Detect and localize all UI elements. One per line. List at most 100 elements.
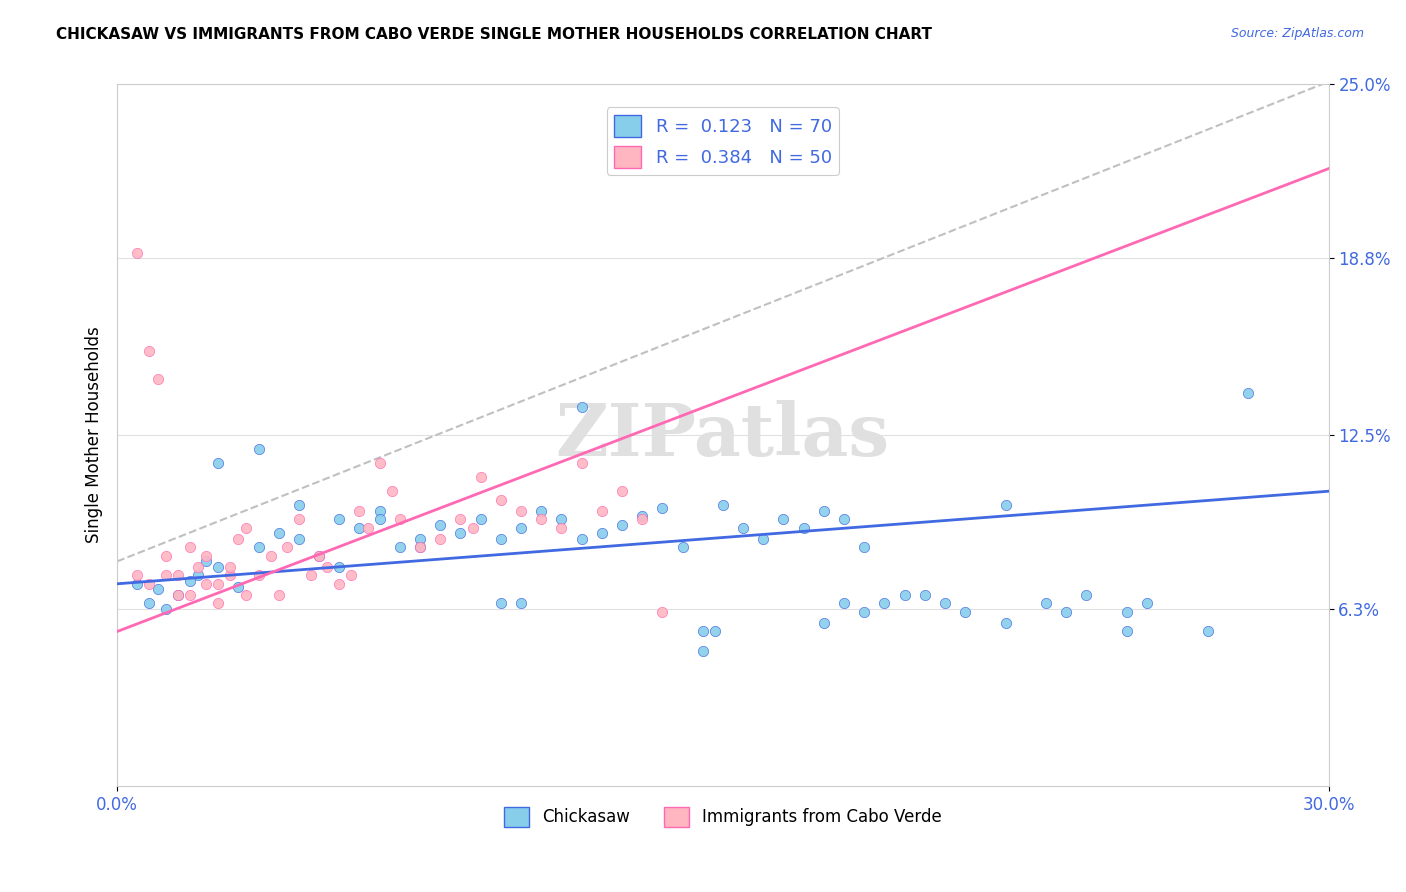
- Point: [155, 602, 177, 616]
- Point: [953, 605, 976, 619]
- Point: [166, 588, 188, 602]
- Point: [571, 456, 593, 470]
- Point: [703, 624, 725, 639]
- Point: [288, 532, 311, 546]
- Point: [772, 512, 794, 526]
- Point: [651, 501, 673, 516]
- Point: [610, 517, 633, 532]
- Point: [356, 521, 378, 535]
- Point: [832, 512, 855, 526]
- Point: [994, 616, 1017, 631]
- Point: [429, 532, 451, 546]
- Point: [179, 574, 201, 588]
- Text: Source: ZipAtlas.com: Source: ZipAtlas.com: [1230, 27, 1364, 40]
- Point: [470, 470, 492, 484]
- Point: [138, 343, 160, 358]
- Point: [571, 532, 593, 546]
- Point: [368, 456, 391, 470]
- Point: [934, 596, 956, 610]
- Point: [207, 456, 229, 470]
- Point: [793, 521, 815, 535]
- Point: [207, 560, 229, 574]
- Point: [631, 509, 654, 524]
- Point: [873, 596, 896, 610]
- Point: [1115, 605, 1137, 619]
- Point: [914, 588, 936, 602]
- Point: [247, 442, 270, 457]
- Point: [893, 588, 915, 602]
- Point: [591, 504, 613, 518]
- Point: [449, 526, 471, 541]
- Point: [187, 560, 209, 574]
- Point: [127, 568, 149, 582]
- Point: [489, 492, 512, 507]
- Point: [187, 568, 209, 582]
- Point: [235, 588, 257, 602]
- Point: [288, 512, 311, 526]
- Point: [127, 245, 149, 260]
- Point: [1076, 588, 1098, 602]
- Point: [671, 541, 693, 555]
- Point: [267, 526, 290, 541]
- Point: [228, 532, 250, 546]
- Point: [138, 576, 160, 591]
- Point: [166, 568, 188, 582]
- Point: [195, 554, 218, 568]
- Point: [127, 576, 149, 591]
- Point: [219, 568, 242, 582]
- Point: [510, 521, 533, 535]
- Point: [591, 526, 613, 541]
- Point: [853, 541, 876, 555]
- Point: [247, 541, 270, 555]
- Point: [610, 484, 633, 499]
- Point: [288, 498, 311, 512]
- Point: [340, 568, 363, 582]
- Point: [388, 541, 411, 555]
- Point: [550, 521, 572, 535]
- Point: [510, 596, 533, 610]
- Point: [328, 560, 350, 574]
- Point: [461, 521, 484, 535]
- Legend: Chickasaw, Immigrants from Cabo Verde: Chickasaw, Immigrants from Cabo Verde: [498, 800, 949, 833]
- Point: [349, 504, 371, 518]
- Point: [349, 521, 371, 535]
- Point: [388, 512, 411, 526]
- Point: [316, 560, 339, 574]
- Point: [179, 541, 201, 555]
- Point: [207, 576, 229, 591]
- Point: [853, 605, 876, 619]
- Point: [328, 576, 350, 591]
- Point: [651, 605, 673, 619]
- Point: [1237, 386, 1260, 401]
- Point: [489, 532, 512, 546]
- Text: CHICKASAW VS IMMIGRANTS FROM CABO VERDE SINGLE MOTHER HOUSEHOLDS CORRELATION CHA: CHICKASAW VS IMMIGRANTS FROM CABO VERDE …: [56, 27, 932, 42]
- Point: [692, 624, 714, 639]
- Point: [1197, 624, 1219, 639]
- Point: [631, 512, 654, 526]
- Point: [550, 512, 572, 526]
- Point: [1054, 605, 1077, 619]
- Point: [259, 549, 281, 563]
- Point: [994, 498, 1017, 512]
- Point: [328, 512, 350, 526]
- Point: [247, 568, 270, 582]
- Point: [381, 484, 404, 499]
- Point: [530, 512, 553, 526]
- Text: ZIPatlas: ZIPatlas: [555, 400, 890, 471]
- Point: [146, 372, 169, 386]
- Point: [409, 532, 432, 546]
- Point: [155, 549, 177, 563]
- Point: [692, 644, 714, 658]
- Point: [195, 549, 218, 563]
- Point: [267, 588, 290, 602]
- Point: [308, 549, 330, 563]
- Point: [166, 588, 188, 602]
- Point: [368, 504, 391, 518]
- Point: [752, 532, 775, 546]
- Point: [813, 616, 835, 631]
- Point: [138, 596, 160, 610]
- Point: [235, 521, 257, 535]
- Point: [299, 568, 322, 582]
- Point: [207, 596, 229, 610]
- Point: [449, 512, 471, 526]
